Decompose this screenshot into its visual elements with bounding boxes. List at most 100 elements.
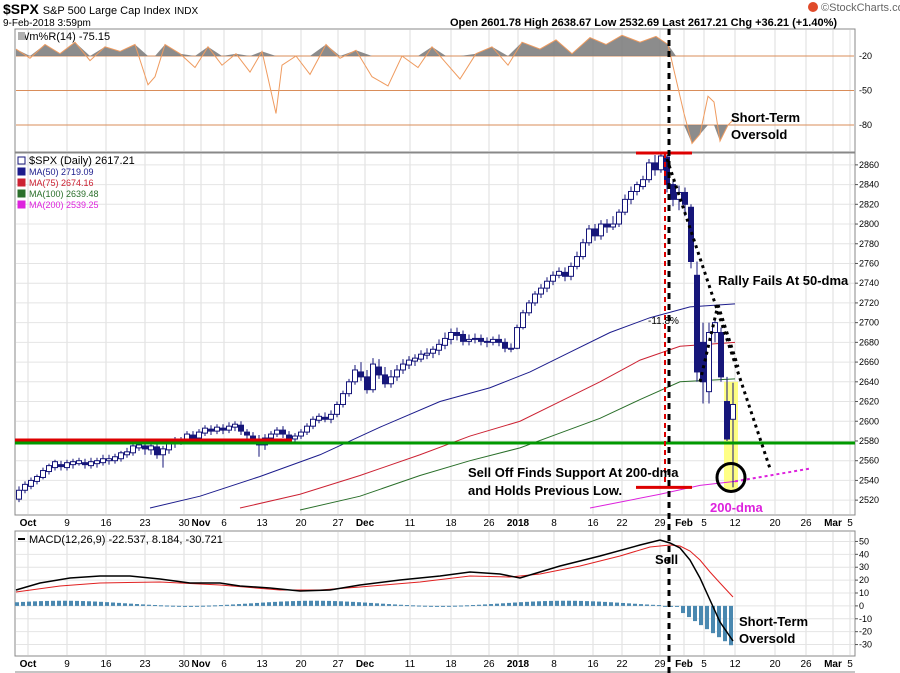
macd-histogram-bar — [387, 604, 391, 606]
macd-histogram-bar — [405, 605, 409, 607]
support-annotation: Sell Off Finds Support At 200-dma — [468, 465, 679, 480]
candle-body — [448, 332, 454, 340]
x-axis-label: 27 — [332, 659, 344, 670]
macd-histogram-bar — [633, 603, 637, 606]
logo: ©StockCharts.com — [808, 2, 900, 14]
quote-line: Open 2601.78 High 2638.67 Low 2532.69 La… — [450, 17, 838, 29]
candle-body — [466, 338, 472, 342]
macd-tick-label: 0 — [859, 601, 864, 611]
x-axis-label: Dec — [356, 659, 375, 670]
macd-histogram-bar — [153, 605, 157, 607]
candle-body — [598, 223, 604, 237]
x-axis-label: 2018 — [507, 518, 530, 529]
macd-histogram-bar — [645, 604, 649, 606]
macd-tick-label: -30 — [859, 640, 872, 650]
candle-body — [52, 461, 58, 469]
candle-body — [202, 427, 208, 434]
macd-histogram-bar — [597, 601, 601, 606]
macd-histogram-bar — [501, 603, 505, 606]
candle-body — [334, 403, 340, 415]
macd-histogram-bar — [243, 603, 247, 606]
legend-swatch — [17, 200, 26, 209]
candle-body — [22, 483, 28, 491]
legend-entry: $SPX (Daily) 2617.21 — [29, 155, 135, 167]
candle-body — [322, 416, 328, 420]
candle-body — [232, 423, 238, 428]
macd-histogram-bar — [147, 604, 151, 606]
x-axis-label: 12 — [729, 518, 741, 529]
x-axis-label: Feb — [675, 518, 693, 529]
candle-body — [538, 287, 544, 295]
x-axis-label: Oct — [20, 518, 37, 529]
candle-body — [316, 415, 322, 421]
x-axis-label: Dec — [356, 518, 375, 529]
candle-body — [706, 332, 712, 393]
macd-histogram-bar — [99, 601, 103, 606]
candle-body — [40, 470, 46, 478]
macd-histogram-bar — [429, 605, 433, 607]
macd-histogram-bar — [699, 605, 703, 626]
candle-body — [580, 242, 586, 258]
macd-histogram-bar — [621, 602, 625, 606]
x-axis-label: 5 — [847, 518, 853, 529]
macd-histogram-bar — [297, 600, 301, 606]
x-axis-label: 5 — [701, 518, 707, 529]
macd-histogram-bar — [57, 600, 61, 606]
price-tick-label: 2780 — [859, 239, 879, 249]
macd-histogram-bar — [285, 601, 289, 606]
macd-histogram-bar — [471, 605, 475, 607]
support-annotation: and Holds Previous Low. — [468, 483, 622, 498]
candle-body — [730, 403, 736, 420]
macd-histogram-bar — [357, 602, 361, 606]
price-tick-label: 2760 — [859, 258, 879, 268]
macd-histogram-bar — [213, 605, 217, 607]
macd-histogram-bar — [651, 604, 655, 606]
candle-body — [724, 401, 730, 440]
candle-body — [16, 489, 22, 500]
macd-annotation: Oversold — [739, 631, 795, 646]
x-axis-label: 13 — [256, 659, 268, 670]
candle-body — [718, 332, 724, 378]
ma200-line — [589, 480, 736, 509]
macd-histogram-bar — [81, 601, 85, 606]
candle-body — [394, 369, 400, 378]
quote-date: 9-Feb-2018 3:59pm — [3, 18, 91, 29]
candle-body — [106, 458, 112, 462]
index-name: S&P 500 Large Cap Index — [42, 5, 171, 17]
macd-histogram-bar — [33, 601, 37, 606]
macd-histogram-bar — [303, 600, 307, 606]
candle-body — [154, 446, 160, 456]
candle-body — [664, 156, 670, 186]
candle-body — [640, 179, 646, 188]
x-axis-label: Mar — [824, 518, 842, 529]
x-axis-label: 29 — [654, 518, 666, 529]
candle-body — [508, 347, 514, 350]
price-tick-label: 2700 — [859, 318, 879, 328]
macd-histogram-bar — [489, 604, 493, 606]
x-axis-label: 5 — [701, 659, 707, 670]
macd-histogram-bar — [45, 600, 49, 606]
x-axis-label: 2018 — [507, 659, 530, 670]
macd-histogram-bar — [657, 605, 661, 607]
macd-tick-label: -10 — [859, 614, 872, 624]
macd-histogram-bar — [69, 600, 73, 606]
macd-tick-label: 20 — [859, 575, 869, 585]
x-axis-label: 29 — [654, 659, 666, 670]
candle-body — [616, 211, 622, 225]
x-axis-label: 23 — [139, 518, 151, 529]
price-tick-label: 2580 — [859, 436, 879, 446]
candle-body — [46, 465, 52, 473]
candle-body — [634, 184, 640, 192]
macd-histogram-bar — [381, 603, 385, 606]
macd-histogram-bar — [75, 600, 79, 606]
x-axis-label: 20 — [295, 518, 307, 529]
candle-body — [592, 228, 598, 237]
price-tick-label: 2620 — [859, 397, 879, 407]
macd-histogram-bar — [15, 602, 19, 606]
price-tick-label: 2640 — [859, 377, 879, 387]
macd-histogram-bar — [477, 604, 481, 606]
x-axis-label: 26 — [483, 659, 495, 670]
candle-body — [418, 353, 424, 360]
candle-body — [490, 338, 496, 343]
candle-body — [460, 333, 466, 342]
